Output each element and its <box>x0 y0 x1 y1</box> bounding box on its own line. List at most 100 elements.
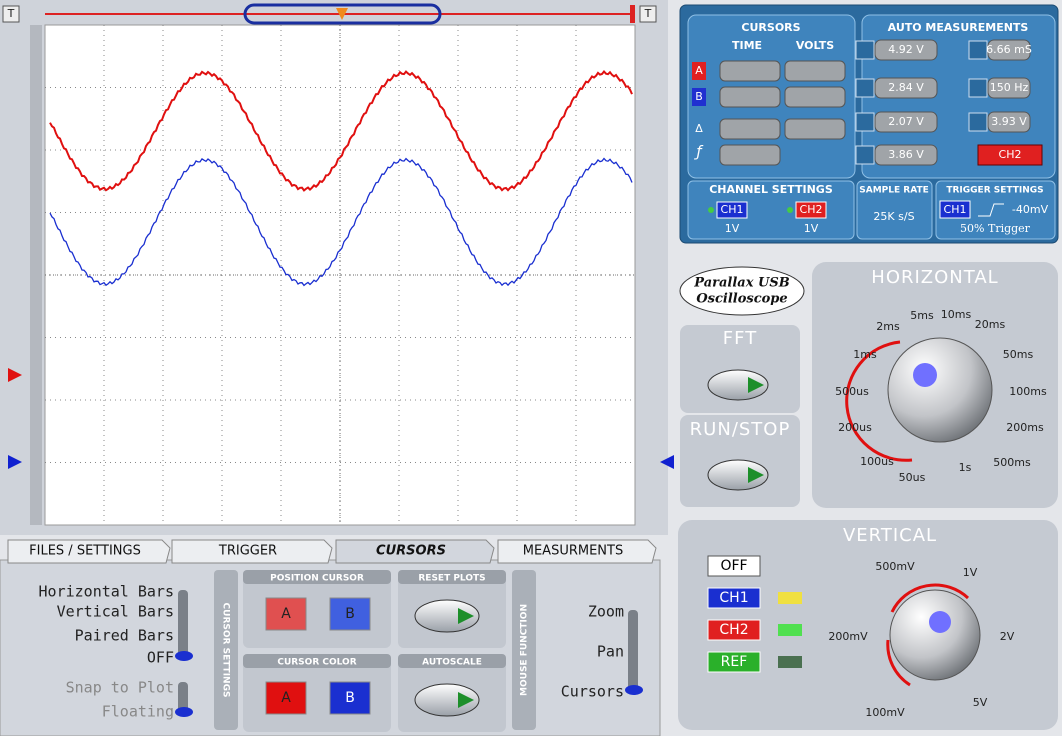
button-label: B <box>345 690 355 706</box>
knob-label: 10ms <box>941 308 972 321</box>
color-swatch <box>778 592 802 604</box>
knob-label: 20ms <box>975 318 1006 331</box>
knob-label: 100ms <box>1009 385 1047 398</box>
slider-track <box>178 590 188 658</box>
tab-label: TRIGGER <box>218 544 277 559</box>
knob-label: 500ms <box>993 456 1031 469</box>
measure-icon <box>856 146 874 164</box>
trigger-end <box>630 5 635 23</box>
panel-title: HORIZONTAL <box>871 267 998 288</box>
cursor-label: Δ <box>695 122 703 135</box>
knob-label: 200ms <box>1006 421 1044 434</box>
measure-icon <box>856 41 874 59</box>
measure-value: 3.86 V <box>888 148 924 161</box>
trigger-channel-label: CH1 <box>944 203 967 216</box>
logo-line: Oscilloscope <box>696 292 787 307</box>
trigger-left: T <box>7 7 15 20</box>
knob-label: 1ms <box>853 348 877 361</box>
knob-label: 5ms <box>910 309 934 322</box>
knob-label: 100us <box>860 455 894 468</box>
panel-title: RUN/STOP <box>690 419 791 440</box>
slider-thumb[interactable] <box>175 651 193 661</box>
knob-dot <box>913 363 937 387</box>
panel-title: AUTOSCALE <box>422 658 482 668</box>
slider-thumb[interactable] <box>625 685 643 695</box>
tab-label: FILES / SETTINGS <box>29 544 141 559</box>
option-label[interactable]: Vertical Bars <box>57 603 174 621</box>
measure-value: 2.84 V <box>888 81 924 94</box>
tab-label: CURSORS <box>376 544 446 559</box>
vertical-knob[interactable] <box>890 590 980 680</box>
tab-label: MEASURMENTS <box>523 544 623 559</box>
ch2-label: CH2 <box>719 622 748 638</box>
led <box>787 207 793 213</box>
panel-title: AUTO MEASUREMENTS <box>888 21 1029 34</box>
knob-label: 200mV <box>828 630 868 643</box>
button-label: A <box>281 690 291 706</box>
led <box>708 207 714 213</box>
knob-label: 2V <box>1000 630 1015 643</box>
color-swatch <box>778 624 802 636</box>
knob-label: 500us <box>835 385 869 398</box>
knob-label: 500mV <box>875 560 915 573</box>
measure-value: 4.92 V <box>888 43 924 56</box>
measure-icon <box>969 79 987 97</box>
trigger-mode: 50% Trigger <box>960 222 1031 235</box>
option-label[interactable]: Pan <box>597 643 624 661</box>
knob-label: 50us <box>899 471 926 484</box>
measure-icon <box>856 79 874 97</box>
panel-title: POSITION CURSOR <box>270 574 364 584</box>
trigger-level: -40mV <box>1012 203 1049 216</box>
measure-value: 150 Hz <box>990 81 1029 94</box>
knob-label: 2ms <box>876 320 900 333</box>
measure-icon <box>969 113 987 131</box>
option-label[interactable]: OFF <box>147 649 174 667</box>
color-swatch <box>778 656 802 668</box>
cursor-label: B <box>695 90 703 103</box>
knob-label: 1s <box>959 461 972 474</box>
column-label: TIME <box>732 39 762 52</box>
button-label: B <box>345 606 355 622</box>
panel-title: RESET PLOTS <box>418 574 485 584</box>
measure-icon <box>856 113 874 131</box>
knob-label: 5V <box>973 696 988 709</box>
horizontal-knob[interactable] <box>888 338 992 442</box>
knob-label: 200us <box>838 421 872 434</box>
trigger-right: T <box>644 7 652 20</box>
measure-channel-label: CH2 <box>999 148 1022 161</box>
ch1-label: CH1 <box>721 203 744 216</box>
panel-title: CURSOR COLOR <box>277 658 356 668</box>
sample-rate: 25K s/S <box>873 210 914 223</box>
knob-label: 100mV <box>865 706 905 719</box>
measure-value: 3.93 V <box>991 115 1027 128</box>
panel-title: VERTICAL <box>843 525 937 546</box>
side-title: MOUSE FUNCTION <box>520 604 530 696</box>
slider-thumb[interactable] <box>175 707 193 717</box>
ch1-label: CH1 <box>719 590 748 606</box>
measure-icon <box>969 41 987 59</box>
cursor-label: A <box>695 64 703 77</box>
panel-title: SAMPLE RATE <box>859 186 929 196</box>
panel-title: CURSORS <box>741 21 800 34</box>
scope-side <box>30 25 42 525</box>
measure-value: 6.66 mS <box>986 43 1032 56</box>
ch2-scale: 1V <box>804 222 819 235</box>
option-label[interactable]: Horizontal Bars <box>39 583 174 601</box>
panel-title: CHANNEL SETTINGS <box>709 183 833 196</box>
logo-line: Parallax USB <box>693 276 789 291</box>
option-label[interactable]: Floating <box>102 703 174 721</box>
app: T T CURSORS TIME VOLTS A B Δ ƒ AUTO MEAS… <box>0 0 1062 736</box>
ch1-scale: 1V <box>725 222 740 235</box>
column-label: VOLTS <box>796 39 834 52</box>
button-label: A <box>281 606 291 622</box>
panel-title: FFT <box>723 328 757 349</box>
option-label[interactable]: Snap to Plot <box>66 679 174 697</box>
option-label[interactable]: Cursors <box>561 683 624 701</box>
option-label[interactable]: Paired Bars <box>75 627 174 645</box>
knob-dot <box>929 611 951 633</box>
measure-value: 2.07 V <box>888 115 924 128</box>
option-label[interactable]: Zoom <box>588 603 624 621</box>
off-label: OFF <box>720 558 747 574</box>
knob-label: 1V <box>963 566 978 579</box>
ch2-label: CH2 <box>800 203 823 216</box>
